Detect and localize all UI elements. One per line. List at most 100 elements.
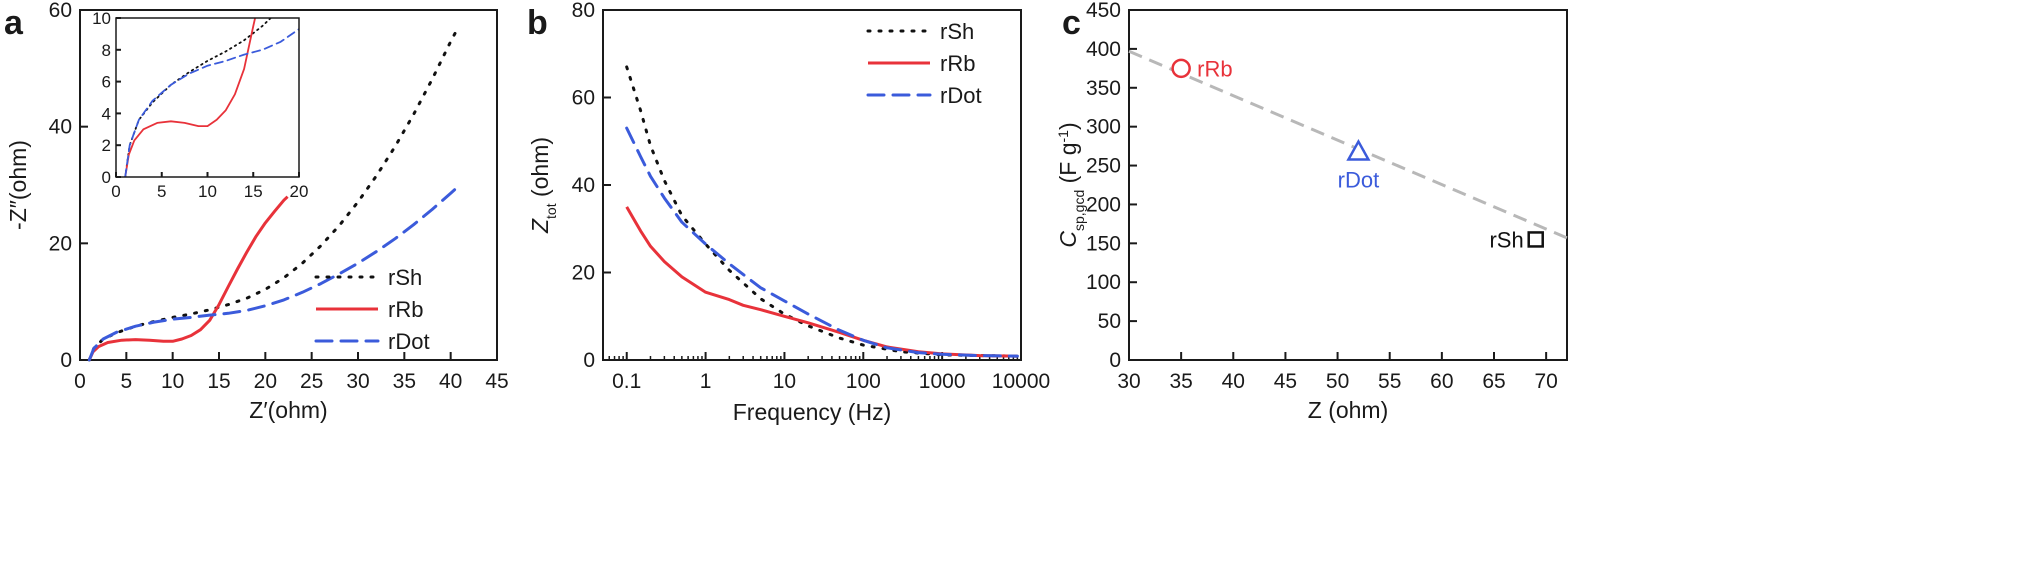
y-tick-label: 40 [572, 174, 595, 197]
x-tick-label: 10 [161, 370, 184, 393]
y-tick-label: 300 [1086, 116, 1121, 139]
y-axis-title-b: Ztot (ohm) [527, 137, 559, 234]
y-axis-title-c-subscript: sp,gcd [1071, 190, 1087, 231]
inset-series-rdot [124, 28, 299, 177]
panel-label-c: c [1062, 4, 1081, 42]
x-tick-label: 35 [1169, 370, 1192, 393]
x-tick-label: 15 [207, 370, 230, 393]
x-tick-label: 30 [1117, 370, 1140, 393]
x-tick-label: 5 [157, 182, 166, 201]
panel-b: b 0.1 1 10 100 1000 10000 0 20 40 60 80 Frequency (H… [527, 0, 1050, 425]
x-tick-label: 45 [485, 370, 508, 393]
x-tick-label: 35 [393, 370, 416, 393]
y-tick-label: 8 [102, 41, 111, 60]
x-tick-label: 25 [300, 370, 323, 393]
legend-label-rdot: rDot [388, 329, 430, 354]
legend-label-rdot: rDot [940, 83, 982, 108]
x-tick-label: 5 [120, 370, 132, 393]
inset-background [116, 18, 299, 177]
y-tick-label: 4 [102, 104, 111, 123]
x-tick-label: 20 [290, 182, 309, 201]
x-tick-label: 20 [254, 370, 277, 393]
y-tick-label: 2 [102, 136, 111, 155]
x-tick-label: 45 [1274, 370, 1297, 393]
panel-a: a0 5 10 15 20 25 30 35 40 450204060Z′(ohm)-Z″(ohm… [4, 0, 509, 423]
y-tick-label: 10 [92, 9, 111, 28]
marker-rsh [1527, 231, 1544, 248]
y-axis-title-b-subscript: tot [543, 203, 559, 219]
x-tick-label: 60 [1430, 370, 1453, 393]
y-tick-label: 250 [1086, 155, 1121, 178]
x-tick-label: 10000 [992, 370, 1050, 393]
y-tick-label: 100 [1086, 271, 1121, 294]
x-tick-label: 55 [1378, 370, 1401, 393]
point-label-rsh: rSh [1489, 227, 1523, 252]
x-axis-title-a: Z′(ohm) [249, 397, 327, 423]
y-tick-label: 400 [1086, 38, 1121, 61]
x-tick-label: 10 [198, 182, 217, 201]
inset-plot: 0 5 10 15 20 0 2 4 6 8 10 [92, 9, 309, 201]
x-axis-title-c: Z (ohm) [1308, 397, 1389, 423]
panel-label-a: a [4, 4, 24, 42]
b-series-rdot [625, 126, 1019, 358]
x-tick-label: 100 [846, 370, 881, 393]
x-tick-label: 0.1 [612, 370, 641, 393]
y-tick-label: 450 [1086, 0, 1121, 22]
x-tick-label: 1 [700, 370, 712, 393]
y-tick-label: 40 [49, 116, 72, 139]
a-series-rdot [87, 183, 462, 362]
y-tick-label: 0 [1109, 349, 1121, 372]
y-tick-label: 50 [1098, 310, 1121, 333]
inset-series-rsh [124, 18, 273, 177]
y-axis-title-c-unit: (F g [1055, 142, 1081, 189]
b-series-rrb [625, 206, 1018, 358]
fit-line [1128, 49, 1568, 240]
y-axis-title-b-symbol: Z [527, 218, 553, 234]
y-tick-label: 20 [572, 262, 595, 285]
y-tick-label: 350 [1086, 77, 1121, 100]
y-axis-title-c-superscript: -1 [1055, 130, 1071, 143]
b-series-rsh [625, 65, 1019, 358]
legend-label-rsh: rSh [388, 265, 422, 290]
legend-label-rsh: rSh [940, 19, 974, 44]
y-axis-title-a: -Z″(ohm) [5, 140, 31, 230]
y-tick-label: 80 [572, 0, 595, 22]
x-tick-label: 10 [773, 370, 796, 393]
y-tick-label: 0 [102, 168, 111, 187]
y-tick-label: 150 [1086, 232, 1121, 255]
panel-label-b: b [527, 4, 548, 42]
x-tick-label: 40 [1222, 370, 1245, 393]
y-tick-label: 0 [60, 349, 72, 372]
x-tick-label: 1000 [919, 370, 966, 393]
y-axis-title-b-unit: (ohm) [527, 137, 553, 203]
inset-series-rrb [124, 18, 256, 177]
plot-frame-a [79, 9, 498, 361]
y-axis-title-c-symbol: C [1055, 231, 1081, 248]
x-tick-label: 50 [1326, 370, 1349, 393]
marker-rdot [1346, 138, 1371, 161]
y-tick-label: 6 [102, 73, 111, 92]
y-tick-label: 0 [583, 349, 595, 372]
x-tick-label: 40 [439, 370, 462, 393]
x-tick-label: 15 [244, 182, 263, 201]
x-tick-label: 0 [74, 370, 86, 393]
point-label-rdot: rDot [1338, 168, 1380, 193]
inset-series-group [124, 18, 299, 177]
y-tick-label: 60 [572, 87, 595, 110]
x-tick-label: 70 [1534, 370, 1557, 393]
plot-frame-c [1128, 9, 1568, 361]
point-label-rrb: rRb [1197, 56, 1232, 81]
x-tick-label: 0 [111, 182, 120, 201]
y-tick-label: 200 [1086, 193, 1121, 216]
x-tick-label: 65 [1482, 370, 1505, 393]
y-axis-title-c: Csp,gcd (F g-1) [1055, 122, 1087, 247]
y-tick-label: 60 [49, 0, 72, 22]
legend-label-rrb: rRb [940, 51, 975, 76]
y-tick-label: 20 [49, 232, 72, 255]
x-tick-label: 30 [346, 370, 369, 393]
y-axis-title-c-close: ) [1055, 122, 1081, 130]
marker-rrb [1171, 58, 1191, 79]
panel-c: c 30 35 40 45 50 55 60 65 70 0 50 100 150 200 250 300 350… [1055, 0, 1568, 423]
legend-label-rrb: rRb [388, 297, 423, 322]
